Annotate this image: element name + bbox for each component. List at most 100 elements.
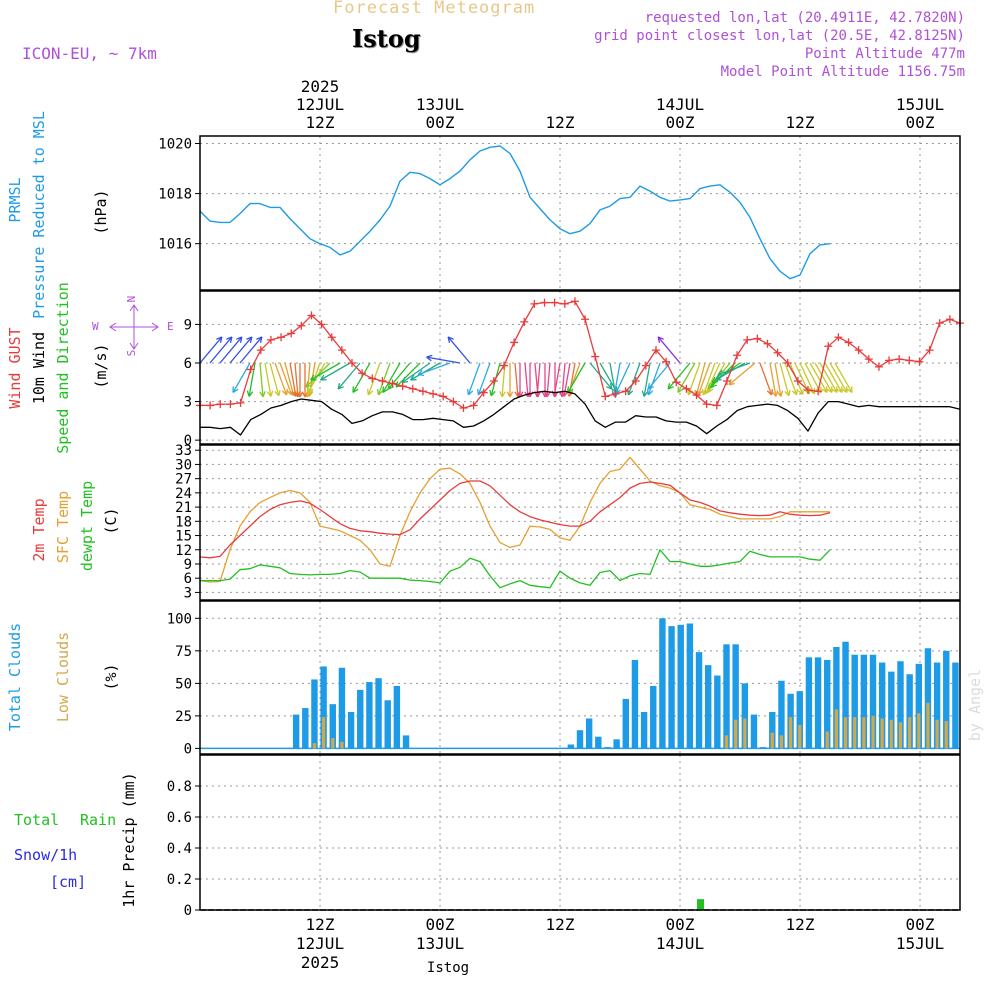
low-cloud-bar — [853, 717, 857, 749]
wind-arrowhead — [307, 386, 314, 393]
y-tick-label-precipitation: 0.6 — [167, 810, 192, 826]
low-cloud-bar — [798, 724, 802, 749]
wind-arrowhead — [337, 383, 344, 390]
wind-arrowhead — [310, 374, 317, 381]
sfc-temp-line — [199, 456, 830, 583]
total-cloud-bar — [704, 665, 712, 749]
rain-bar — [697, 899, 704, 910]
gust-line — [200, 300, 961, 409]
total-cloud-bar — [796, 691, 803, 749]
bottom-time-label: 12Z — [546, 915, 575, 934]
y-tick-label-clouds: 100 — [167, 611, 192, 627]
wind-arrowhead — [246, 390, 254, 397]
wind-unit: (m/s) — [92, 343, 110, 388]
dewpt-label: dewpt Temp — [78, 481, 96, 571]
compass-south: S — [125, 350, 138, 357]
total-cloud-bar — [686, 623, 694, 749]
total-cloud-bar — [604, 747, 611, 749]
total-cloud-bar — [384, 700, 391, 749]
total-cloud-bar — [292, 714, 300, 749]
wind-arrow — [829, 362, 848, 393]
gust-marker — [641, 361, 650, 370]
pressure-unit: (hPa) — [92, 189, 110, 234]
wind-arrowhead — [236, 336, 243, 343]
gust-marker — [327, 333, 336, 342]
total-cloud-bar — [741, 683, 749, 749]
low-cloud-bar — [862, 717, 866, 749]
total-cloud-bar — [933, 662, 941, 749]
gust-marker — [662, 357, 671, 366]
wind-arrow — [426, 356, 461, 364]
temp-2m-label: 2m Temp — [30, 498, 48, 561]
wind-arrowhead — [426, 354, 433, 362]
y-tick-label-wind: 9 — [184, 317, 192, 333]
wind-arrow — [264, 362, 272, 397]
low-cloud-bar — [880, 718, 884, 749]
wind-arrowhead — [506, 391, 514, 398]
top-time-label: 2025 — [301, 77, 340, 96]
gust-marker — [722, 377, 731, 385]
wind-arrow — [799, 362, 815, 395]
wind-arrow — [553, 362, 561, 397]
wind-arrow — [824, 362, 843, 393]
wind-arrowhead — [791, 388, 799, 396]
wind-arrow — [248, 362, 256, 397]
gust-marker — [611, 389, 620, 398]
wind-arrowhead — [256, 336, 263, 343]
dewpt-line — [200, 549, 831, 589]
wind-arrow — [567, 362, 586, 393]
wind-arrow — [352, 362, 371, 393]
gust-marker — [804, 386, 812, 394]
gust-marker — [925, 346, 934, 355]
pressure-line — [199, 145, 831, 280]
total-cloud-bar — [613, 739, 620, 749]
gust-marker — [418, 387, 427, 396]
wind-arrow — [229, 336, 253, 364]
gust-marker — [581, 315, 590, 324]
wind-arrowhead — [667, 383, 674, 390]
y-tick-label-temperature: 24 — [175, 486, 192, 502]
bottom-time-label: 00Z — [906, 915, 935, 934]
gust-marker — [692, 391, 701, 400]
y-tick-label-temperature: 3 — [184, 585, 192, 601]
panel-frame-pressure — [199, 135, 961, 291]
y-tick-label-temperature: 6 — [184, 571, 192, 587]
gust-marker — [256, 346, 265, 355]
wind-arrow — [657, 336, 681, 364]
total-cloud-bar — [769, 711, 776, 749]
wind-arrow — [809, 362, 828, 393]
y-tick-label-precipitation: 0.2 — [167, 872, 192, 888]
top-time-label: 12JUL — [296, 95, 344, 114]
wind-10m-label: 10m Wind — [30, 332, 48, 404]
gust-marker — [631, 377, 640, 385]
wind-arrow — [401, 362, 431, 384]
wind-speed-line — [200, 390, 961, 436]
total-cloud-bar — [851, 654, 858, 749]
low-cloud-bar — [944, 721, 948, 749]
total-cloud-bar — [888, 671, 895, 749]
watermark-text: by Angel — [966, 669, 984, 741]
gust-marker — [895, 355, 904, 364]
gust-marker — [915, 357, 924, 366]
y-tick-label-temperature: 12 — [175, 543, 192, 559]
wind-arrowhead — [232, 386, 239, 393]
gust-marker — [743, 335, 752, 344]
gust-marker — [368, 374, 377, 383]
gust-marker — [429, 389, 438, 398]
bottom-time-label: 12Z — [786, 915, 815, 934]
wind-arrow — [294, 362, 299, 397]
meteogram-title: Forecast Meteogram — [333, 0, 536, 18]
wind-arrowhead — [266, 390, 274, 397]
grid-lines — [195, 136, 960, 911]
panel-frame-temperature — [199, 444, 961, 601]
precip-snow-unit: [cm] — [50, 873, 86, 891]
total-cloud-bar — [778, 680, 785, 749]
wind-arrow — [274, 362, 288, 396]
total-cloud-bar — [622, 698, 629, 749]
low-cloud-bar — [935, 719, 939, 749]
low-cloud-bar — [926, 702, 930, 749]
wind-arrowhead — [646, 388, 654, 396]
requested-location: requested lon,lat (20.4911E, 42.7820N) — [644, 10, 965, 26]
wind-arrow — [387, 362, 411, 390]
wind-arrowhead — [376, 388, 384, 396]
